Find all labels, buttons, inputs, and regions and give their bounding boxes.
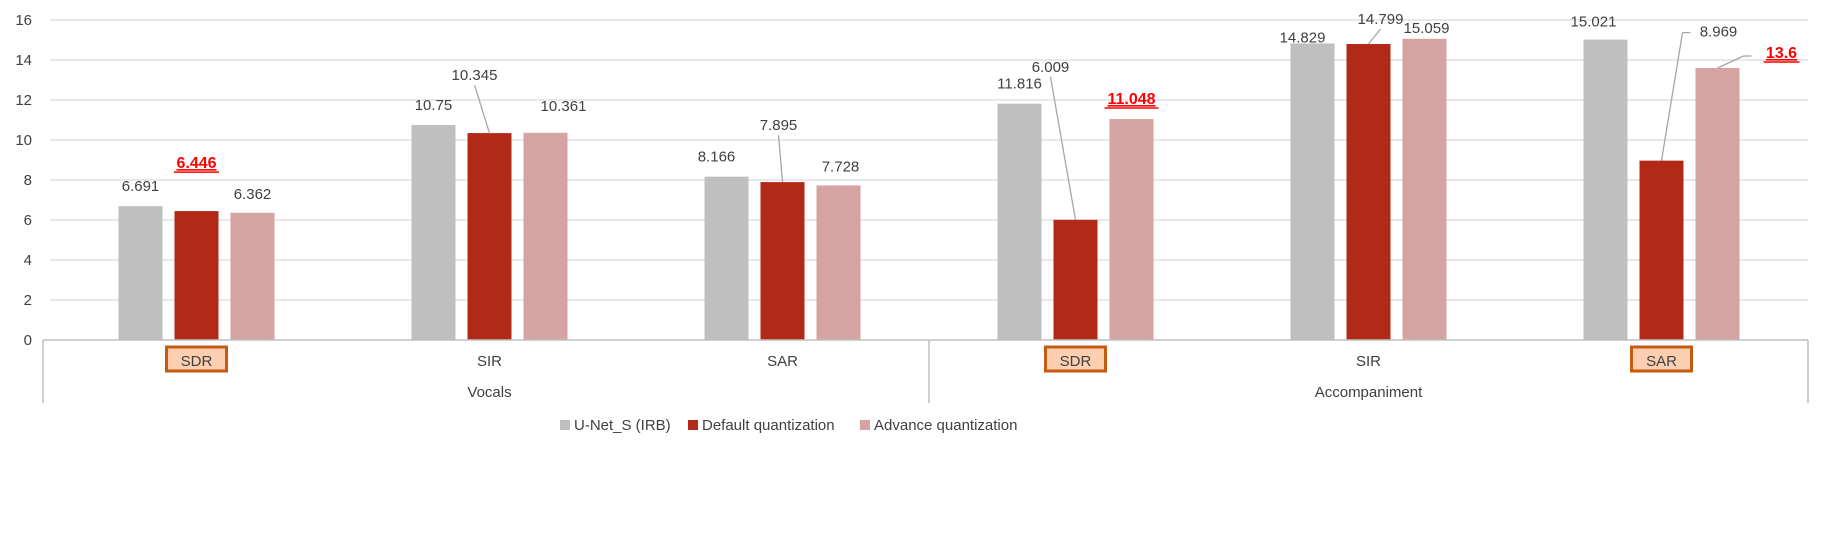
legend-label: U-Net_S (IRB) — [574, 417, 671, 434]
data-label-leader-line — [473, 84, 491, 134]
bar — [523, 132, 568, 340]
bar — [1695, 68, 1740, 340]
data-label: 13.6 — [1766, 45, 1797, 62]
bar — [1402, 38, 1447, 340]
bar — [1346, 44, 1391, 341]
bar — [230, 212, 275, 340]
category-label: SIR — [1356, 353, 1381, 370]
bar — [1583, 39, 1628, 341]
data-label: 7.895 — [760, 117, 798, 134]
data-label: 6.009 — [1032, 59, 1070, 76]
data-label-leader-line — [777, 135, 784, 183]
bar — [760, 182, 805, 340]
bar — [816, 185, 861, 340]
data-label: 14.829 — [1280, 29, 1326, 46]
data-label: 15.059 — [1404, 20, 1450, 37]
data-label: 11.816 — [997, 76, 1042, 93]
bar — [704, 176, 749, 340]
y-tick-label: 0 — [24, 332, 32, 349]
data-label: 6.362 — [234, 186, 272, 203]
highlight-box — [165, 345, 228, 373]
category-label: SAR — [767, 353, 798, 370]
data-label-leader-line — [1660, 32, 1684, 161]
bar — [997, 103, 1042, 341]
category-label: SIR — [477, 353, 502, 370]
y-tick-label: 2 — [24, 292, 32, 309]
data-label: 6.446 — [176, 155, 216, 172]
data-label: 10.345 — [452, 67, 498, 84]
bar — [411, 125, 456, 340]
data-label-leader-line — [1367, 28, 1382, 45]
y-tick-label: 14 — [15, 52, 32, 69]
bar — [1109, 119, 1154, 340]
y-tick-label: 6 — [24, 212, 32, 229]
data-label: 14.799 — [1358, 11, 1404, 28]
data-label: 11.048 — [1107, 91, 1155, 108]
highlight-box — [1044, 345, 1107, 373]
y-tick-label: 16 — [15, 12, 32, 29]
group-label: Accompaniment — [1315, 384, 1423, 401]
data-label: 8.166 — [698, 149, 736, 166]
legend-label: Default quantization — [702, 417, 835, 434]
legend-label: Advance quantization — [874, 417, 1017, 434]
data-label: 15.021 — [1571, 14, 1617, 31]
y-tick-label: 10 — [15, 132, 32, 149]
y-tick-label: 8 — [24, 172, 32, 189]
highlight-box — [1630, 345, 1693, 373]
legend-swatch — [860, 420, 870, 430]
data-label: 8.969 — [1700, 24, 1738, 41]
y-tick-label: 4 — [24, 252, 32, 269]
bar — [1053, 219, 1098, 340]
y-tick-label: 12 — [15, 92, 32, 109]
data-label-leader-line — [1717, 55, 1744, 69]
category-label: SAR — [1646, 353, 1677, 370]
data-label: 10.361 — [541, 98, 587, 115]
data-label: 7.728 — [822, 158, 860, 175]
legend-swatch — [560, 420, 570, 430]
legend-swatch — [688, 420, 698, 430]
bar — [174, 211, 219, 340]
bar — [1290, 43, 1335, 341]
bar — [118, 206, 163, 340]
category-label: SDR — [181, 353, 213, 370]
bar — [467, 133, 512, 340]
bar — [1639, 160, 1684, 340]
category-label: SDR — [1060, 353, 1092, 370]
data-label: 10.75 — [415, 97, 453, 114]
data-label-leader-line — [1049, 76, 1077, 220]
group-label: Vocals — [467, 384, 511, 401]
data-label: 6.691 — [122, 178, 160, 195]
